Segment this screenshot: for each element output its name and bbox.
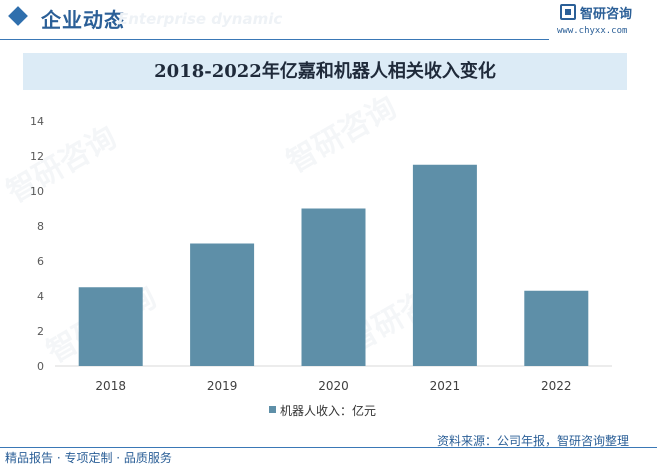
chart-title: 2018-2022年亿嘉和机器人相关收入变化 (154, 61, 496, 82)
footer-tagline: 精品报告 · 专项定制 · 品质服务 (5, 451, 172, 465)
logo-text: 智研咨询 (580, 7, 633, 22)
y-tick-label: 4 (37, 290, 44, 303)
y-tick-label: 0 (37, 360, 44, 373)
header: 企业动态 Enterprise dynamic 智研咨询 www.chyxx.c… (0, 0, 657, 40)
section-subtitle: Enterprise dynamic (118, 10, 283, 28)
y-tick-label: 8 (37, 220, 44, 233)
y-tick-label: 14 (30, 115, 44, 128)
bar (301, 208, 366, 366)
section-title: 企业动态 (41, 8, 125, 32)
y-tick-label: 2 (37, 325, 44, 338)
bar (190, 243, 255, 366)
site-url: www.chyxx.com (557, 26, 628, 36)
y-tick-label: 10 (30, 185, 44, 198)
y-tick-label: 6 (37, 255, 44, 268)
legend-swatch (269, 406, 276, 413)
x-tick-label: 2018 (95, 379, 126, 393)
y-tick-label: 12 (30, 150, 44, 163)
x-tick-label: 2021 (430, 379, 461, 393)
footer-divider (0, 447, 657, 448)
legend-label: 机器人收入：亿元 (280, 404, 377, 418)
chart-title-band: 2018-2022年亿嘉和机器人相关收入变化 (23, 53, 627, 90)
header-divider (0, 39, 549, 40)
bar (524, 290, 589, 366)
x-tick-label: 2022 (541, 379, 572, 393)
source-note: 资料来源：公司年报，智研咨询整理 (437, 434, 630, 448)
x-tick-label: 2020 (318, 379, 349, 393)
bar (78, 287, 143, 366)
logo-icon (560, 4, 576, 20)
x-tick-label: 2019 (207, 379, 238, 393)
bar (412, 164, 477, 366)
